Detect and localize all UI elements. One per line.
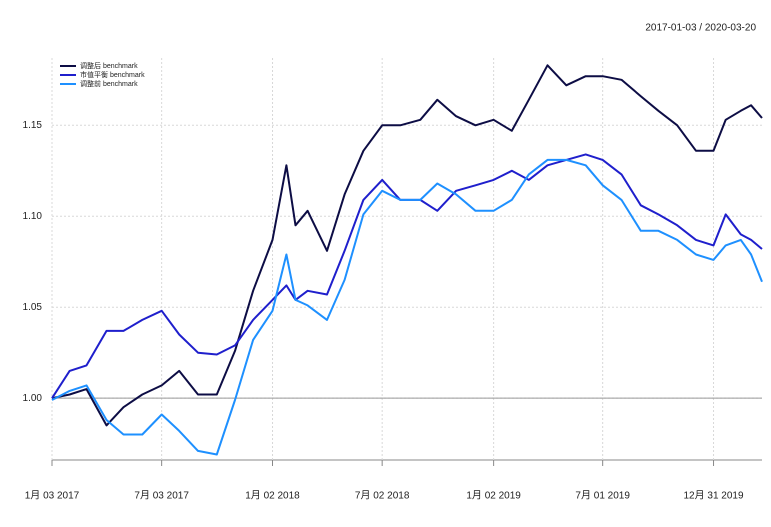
series-line [51,158,763,456]
legend-label: 市值平衡 benchmark [80,70,145,79]
y-tick-label: 1.10 [23,211,43,222]
legend-label: 调整后 benchmark [80,61,138,70]
chart-subtitle: 2017-01-03 / 2020-03-20 [645,23,756,34]
series-line [51,153,763,399]
y-tick-label: 1.15 [23,120,43,131]
x-tick-label: 1月 02 2018 [245,490,300,502]
x-tick-label: 1月 03 2017 [25,490,80,502]
y-tick-label: 1.00 [23,393,43,404]
series-line [51,64,763,427]
x-tick-label: 1月 02 2019 [466,490,521,502]
x-tick-label: 7月 02 2018 [355,490,410,502]
y-tick-label: 1.05 [23,302,43,313]
legend-label: 调整前 benchmark [80,79,138,88]
x-tick-label: 12月 31 2019 [684,490,744,502]
x-tick-label: 7月 01 2019 [575,490,630,502]
x-tick-label: 7月 03 2017 [134,490,189,502]
